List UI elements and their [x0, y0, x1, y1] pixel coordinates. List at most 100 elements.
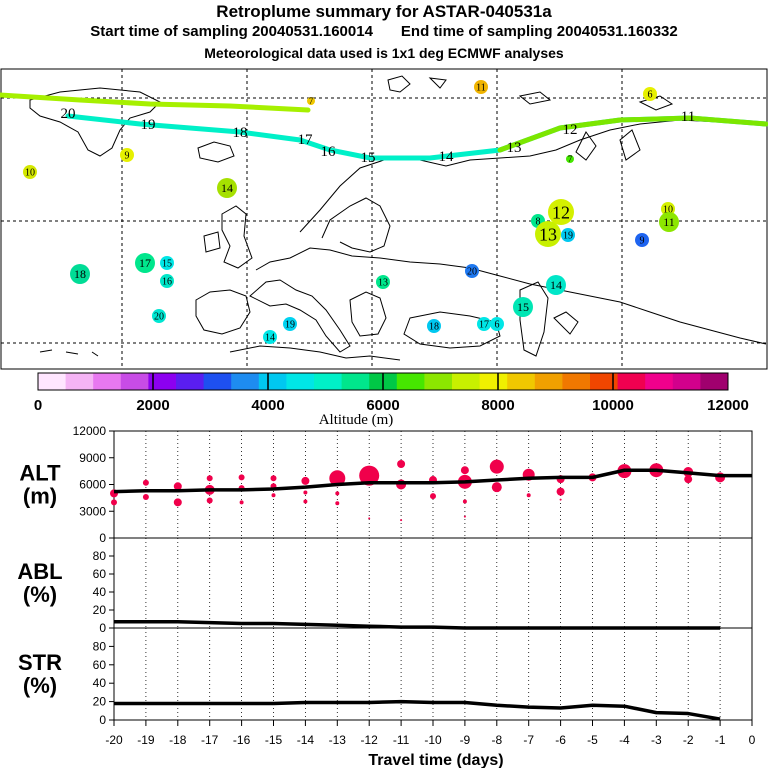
- y-tick-label-0: 0: [99, 713, 106, 727]
- particle-cluster-6: 6: [643, 87, 657, 101]
- cluster-label: 8: [536, 217, 541, 228]
- particle-cluster-20: 20: [152, 309, 166, 323]
- x-tick-label--13: -13: [329, 733, 347, 747]
- cluster-label: 16: [162, 277, 172, 288]
- coast-eurasia-north: [299, 119, 767, 233]
- cluster-dot: [643, 87, 657, 101]
- str-fraction-line: [114, 699, 721, 721]
- colorbar-cell-0: [38, 373, 67, 390]
- colorbar-cell-14: [424, 373, 453, 390]
- particle-point: [684, 475, 693, 484]
- coast-misc: [553, 129, 641, 335]
- particle-point: [335, 491, 340, 496]
- cluster-label: 13: [378, 278, 388, 289]
- x-tick-label--5: -5: [587, 733, 598, 747]
- cluster-dot: [548, 199, 574, 225]
- cluster-dot: [120, 148, 134, 162]
- colorbar-cell-5: [176, 373, 205, 390]
- cluster-dot: [283, 317, 297, 331]
- coast-north-africa: [229, 345, 401, 361]
- colorbar-cell-15: [452, 373, 481, 390]
- cluster-dot: [635, 233, 649, 247]
- particle-cluster-14: 14: [217, 178, 237, 198]
- cluster-label: 18: [429, 322, 439, 333]
- particle-point: [462, 499, 467, 504]
- cluster-label: 19: [563, 231, 573, 242]
- particle-point: [430, 493, 436, 500]
- particle-cluster-9: 9: [635, 233, 649, 247]
- coast-iberia: [195, 289, 251, 335]
- particle-point: [142, 493, 149, 500]
- particle-point: [206, 497, 213, 504]
- x-tick-label--11: -11: [393, 733, 410, 747]
- mean-altitude-line: [113, 468, 752, 494]
- x-tick-label--20: -20: [105, 733, 123, 747]
- coast-ireland: [203, 231, 221, 253]
- trajectory-label-day-15: 15: [361, 150, 376, 166]
- particle-point: [559, 498, 562, 501]
- trajectory-label-day-11: 11: [681, 109, 695, 125]
- colorbar-tick-12000: 12000: [707, 397, 749, 414]
- trajectory-label-day-12: 12: [563, 122, 578, 138]
- particle-point: [238, 474, 245, 481]
- particle-point: [491, 482, 502, 493]
- y-axis-title-line: (%): [23, 582, 57, 607]
- particle-point: [335, 501, 340, 506]
- coast-france-italy: [249, 279, 351, 353]
- map-coastlines: [29, 75, 767, 361]
- particle-cluster-9: 9: [120, 148, 134, 162]
- cluster-dot: [490, 317, 504, 331]
- map-frame: [0, 68, 768, 370]
- cluster-dot: [561, 228, 575, 242]
- particle-cluster-19: 19: [283, 317, 297, 331]
- cluster-label: 6: [648, 90, 653, 101]
- particle-point: [489, 459, 504, 474]
- particle-point: [460, 466, 469, 475]
- y-tick-label-40: 40: [93, 585, 107, 599]
- coast-europe-interior: [255, 247, 767, 345]
- x-tick-label--19: -19: [137, 733, 155, 747]
- cluster-label: 6: [495, 320, 500, 331]
- cluster-label: 15: [162, 259, 172, 270]
- particle-cluster-12: 12: [548, 199, 574, 225]
- trajectory-label-day-19: 19: [141, 117, 156, 133]
- particle-point: [270, 475, 277, 482]
- y-tick-label-0: 0: [99, 621, 106, 635]
- colorbar-tick-0: 0: [34, 397, 42, 414]
- cluster-dot: [160, 274, 174, 288]
- x-tick-label--1: -1: [715, 733, 726, 747]
- cluster-dot: [535, 221, 561, 247]
- colorbar-cell-2: [93, 373, 122, 390]
- cluster-dot: [427, 319, 441, 333]
- panel-str: 0 20 40 60 80 STR(%): [18, 627, 753, 727]
- colorbar-cell-13: [396, 373, 425, 390]
- cluster-label: 14: [550, 278, 562, 292]
- cluster-dot: [160, 256, 174, 270]
- y-tick-label-60: 60: [93, 567, 107, 581]
- particle-point: [206, 475, 213, 482]
- time-series-panels: 030006000900012000ALT(m)020406080ABL(%)0…: [17, 424, 753, 727]
- trajectory-label-day-16: 16: [321, 144, 337, 160]
- particle-point: [271, 493, 276, 498]
- cluster-label: 15: [517, 300, 529, 314]
- coast-atlantic-islands: [39, 349, 99, 357]
- cluster-label: 9: [640, 236, 645, 247]
- particle-cluster-19: 19: [561, 228, 575, 242]
- particle-cluster-11: 11: [659, 212, 679, 232]
- cluster-dot: [474, 80, 488, 94]
- y-tick-label-80: 80: [93, 639, 107, 653]
- y-tick-label-20: 20: [93, 603, 107, 617]
- cluster-dot: [23, 165, 37, 179]
- x-tick-label--18: -18: [169, 733, 187, 747]
- met-data-label: Meteorological data used is 1x1 deg ECMW…: [204, 45, 564, 61]
- x-tick-label--3: -3: [651, 733, 662, 747]
- cluster-label: 17: [479, 320, 489, 331]
- colorbar-cell-18: [534, 373, 563, 390]
- colorbar-cell-8: [258, 373, 287, 390]
- colorbar-cell-19: [562, 373, 591, 390]
- colorbar-cell-4: [148, 373, 177, 390]
- cluster-label: 10: [663, 205, 673, 216]
- x-tick-label--14: -14: [297, 733, 315, 747]
- cluster-dot: [465, 264, 479, 278]
